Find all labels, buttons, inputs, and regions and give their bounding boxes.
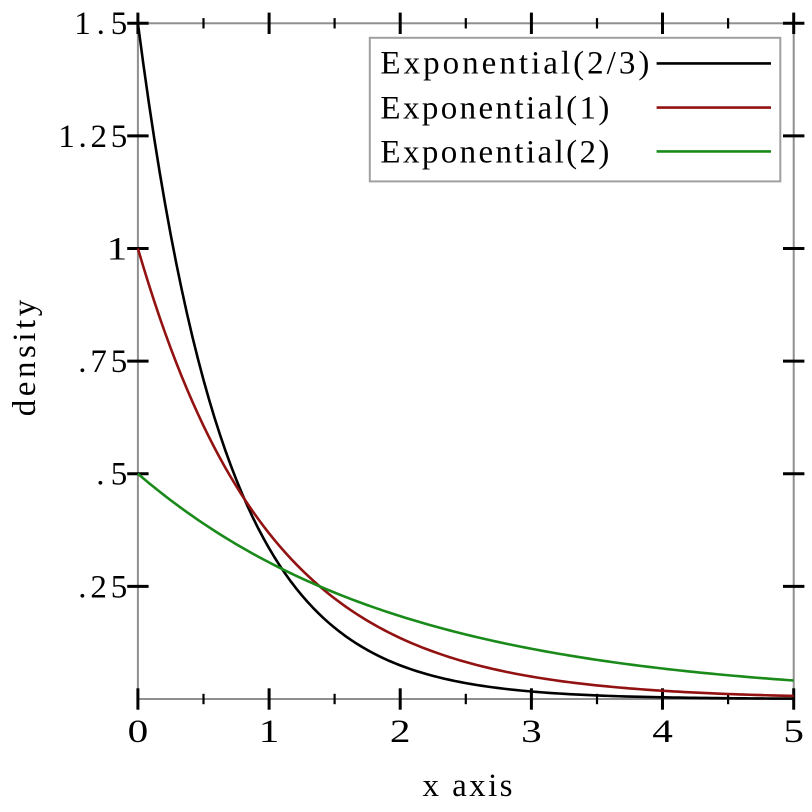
svg-text:0: 0	[128, 714, 149, 750]
svg-text:.5: .5	[96, 457, 127, 493]
svg-text:2: 2	[390, 714, 411, 750]
svg-text:Exponential(2): Exponential(2)	[380, 134, 609, 170]
svg-text:3: 3	[521, 714, 542, 750]
svg-text:5: 5	[783, 714, 804, 750]
svg-text:.75: .75	[78, 344, 127, 380]
svg-text:1: 1	[107, 231, 128, 267]
svg-text:1.25: 1.25	[58, 119, 127, 155]
svg-text:1: 1	[259, 714, 280, 750]
svg-text:.25: .25	[78, 569, 127, 605]
svg-text:4: 4	[652, 714, 673, 750]
svg-text:1.5: 1.5	[74, 6, 127, 42]
svg-text:Exponential(1): Exponential(1)	[380, 90, 609, 126]
